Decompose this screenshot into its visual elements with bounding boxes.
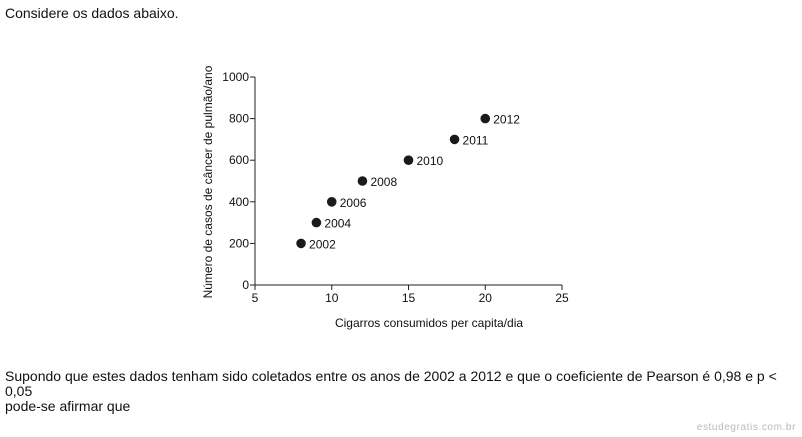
question-line-1: Supondo que estes dados tenham sido cole… (5, 368, 777, 399)
data-point (296, 238, 306, 249)
data-point-label: 2006 (340, 196, 367, 210)
data-point-label: 2011 (463, 133, 489, 147)
x-tick-label: 10 (325, 291, 339, 305)
y-tick-label: 200 (229, 236, 249, 250)
data-point-label: 2004 (324, 217, 351, 231)
x-tick-label: 20 (479, 291, 493, 305)
chart-axes (254, 77, 562, 286)
x-tick-label: 25 (555, 291, 569, 305)
y-tick-label: 600 (229, 153, 249, 167)
data-point-label: 2008 (370, 175, 397, 189)
y-axis-label: Número de casos de câncer de pulmão/ano (201, 65, 215, 298)
y-tick-label: 1000 (222, 70, 249, 84)
data-point (311, 217, 322, 228)
x-axis-ticks: 5 10 15 20 25 (252, 285, 569, 305)
data-point-label: 2010 (417, 154, 444, 168)
y-tick-label: 800 (229, 112, 249, 126)
data-point (326, 197, 337, 207)
y-tick-label: 0 (242, 278, 249, 292)
x-tick-label: 15 (402, 291, 416, 305)
data-point (480, 113, 491, 124)
data-point (449, 134, 460, 145)
question-line-2: pode-se afirmar que (5, 398, 131, 414)
data-point (403, 155, 414, 165)
x-axis-label: Cigarros consumidos per capita/dia (335, 316, 523, 330)
y-axis-ticks: 0 200 400 600 800 1000 (222, 70, 255, 292)
data-point-label: 2012 (493, 113, 520, 127)
data-point-label: 2002 (309, 237, 336, 251)
x-tick-label: 5 (252, 291, 259, 305)
site-watermark: estudegratis.com.br (696, 422, 796, 433)
intro-text: Considere os dados abaixo. (5, 5, 179, 21)
question-text: Supondo que estes dados tenham sido cole… (5, 369, 800, 414)
scatter-chart: 5 10 15 20 25 0 200 400 600 800 1000 2002 2004 2006… (201, 65, 569, 330)
data-point (357, 176, 368, 186)
y-tick-label: 400 (229, 195, 249, 209)
